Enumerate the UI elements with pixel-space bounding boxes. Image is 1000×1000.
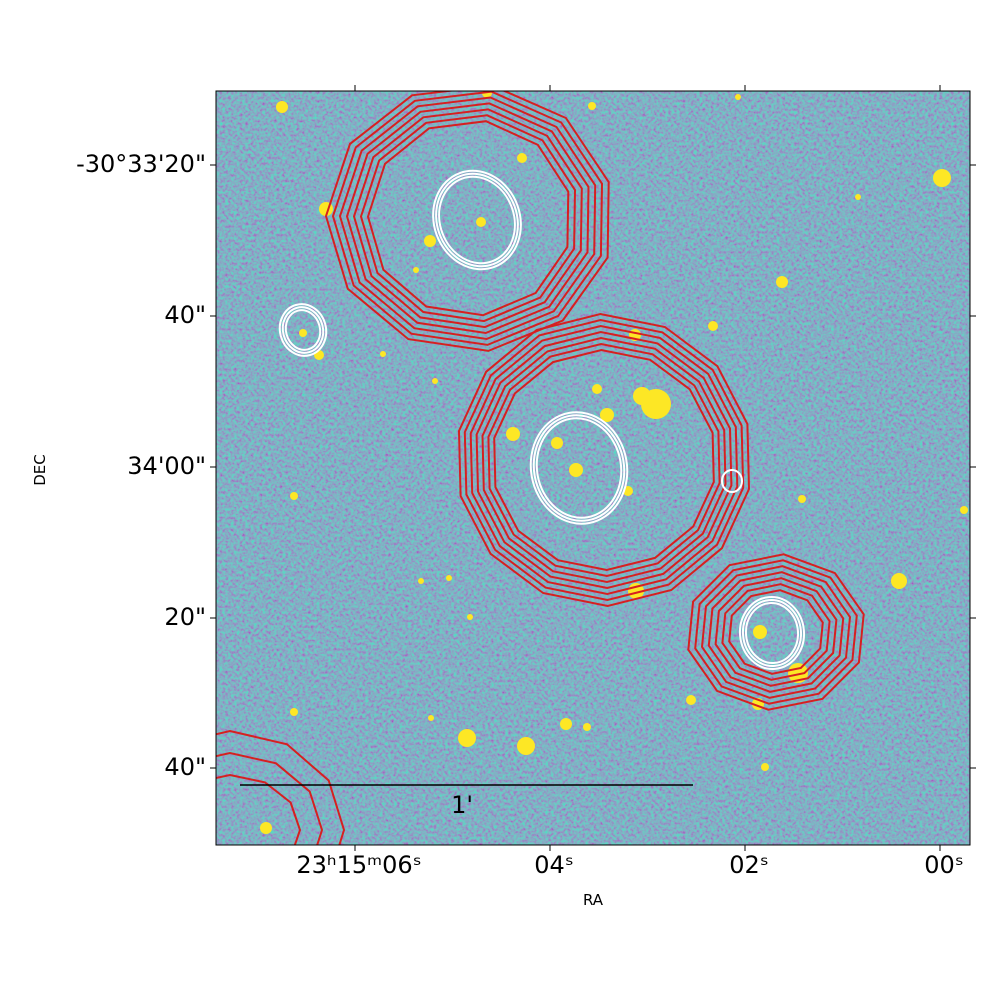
white-contour: [435, 172, 519, 268]
red-contour: [700, 565, 852, 699]
x-tick-label: 04ˢ: [534, 851, 574, 879]
red-contour: [694, 559, 858, 705]
source: [798, 495, 806, 503]
source: [476, 217, 486, 227]
red-contour: [457, 312, 751, 608]
white-contour: [432, 169, 522, 271]
source: [260, 822, 272, 834]
source: [517, 153, 527, 163]
x-tick-label: 00ˢ: [924, 851, 964, 879]
x-tick-label: 02ˢ: [729, 851, 769, 879]
source: [290, 708, 298, 716]
source: [686, 695, 696, 705]
red-contour: [324, 91, 610, 352]
source: [290, 492, 298, 500]
ticks: 23ʰ15ᵐ06ˢ 04ˢ 02ˢ 00ˢ -30°33'20" 40" 34'00" 20"…: [76, 85, 976, 879]
white-contour: [741, 599, 803, 667]
source: [276, 101, 288, 113]
white-contour: [438, 175, 516, 265]
y-tick-label: 40": [164, 301, 206, 329]
red-contour: [475, 330, 733, 590]
source: [776, 276, 788, 288]
red-contours: [216, 91, 865, 845]
sources: [260, 91, 968, 834]
white-contour: [278, 303, 328, 357]
frame: [215, 90, 971, 846]
white-contour: [721, 469, 743, 493]
red-contour: [493, 348, 715, 572]
source: [551, 437, 563, 449]
source: [560, 718, 572, 730]
source: [458, 729, 476, 747]
red-contour: [359, 114, 577, 323]
x-axis-label: RA: [583, 891, 604, 909]
white-contour: [532, 414, 626, 522]
y-tick-label: 34'00": [127, 452, 206, 480]
source: [855, 194, 861, 200]
red-contour: [487, 342, 721, 578]
red-contour: [366, 120, 570, 317]
red-contour: [707, 571, 845, 693]
red-contour: [481, 336, 727, 584]
source: [708, 321, 718, 331]
y-tick-label: -30°33'20": [76, 150, 206, 178]
source: [753, 625, 767, 639]
red-contour: [721, 583, 831, 681]
source: [299, 329, 307, 337]
red-contour: [728, 589, 824, 675]
source: [413, 267, 419, 273]
source: [418, 578, 424, 584]
red-contour: [687, 553, 865, 711]
white-contour: [535, 417, 623, 519]
source: [432, 378, 438, 384]
red-contour: [345, 102, 590, 335]
source: [428, 715, 434, 721]
y-axis-label: DEC: [31, 454, 49, 486]
source: [588, 102, 596, 110]
white-contour: [529, 411, 629, 525]
red-contour: [352, 108, 583, 329]
red-contour: [216, 751, 324, 845]
source: [735, 94, 741, 100]
red-contour: [463, 318, 745, 602]
scale-bar-label: 1': [451, 791, 473, 819]
source: [933, 169, 951, 187]
red-contour: [331, 91, 604, 346]
source: [761, 763, 769, 771]
white-contour: [281, 306, 325, 354]
source: [467, 614, 473, 620]
red-contour: [338, 96, 597, 341]
source: [592, 384, 602, 394]
red-contour: [216, 773, 302, 845]
y-tick-label: 20": [164, 603, 206, 631]
source: [633, 387, 651, 405]
red-contour: [714, 577, 838, 687]
source: [517, 737, 535, 755]
source: [446, 575, 452, 581]
source: [891, 573, 907, 589]
white-contour: [738, 596, 806, 670]
x-tick-label: 23ʰ15ᵐ06ˢ: [296, 851, 421, 879]
red-contour: [216, 729, 346, 845]
red-contour: [469, 324, 739, 596]
source: [569, 463, 583, 477]
white-contour: [284, 309, 322, 351]
source: [600, 408, 614, 422]
image: [216, 91, 970, 845]
source: [788, 663, 808, 683]
white-contours: [278, 169, 806, 670]
source: [380, 351, 386, 357]
source: [506, 427, 520, 441]
source: [583, 723, 591, 731]
white-contour: [744, 602, 800, 664]
y-tick-label: 40": [164, 753, 206, 781]
source: [424, 235, 436, 247]
source: [960, 506, 968, 514]
